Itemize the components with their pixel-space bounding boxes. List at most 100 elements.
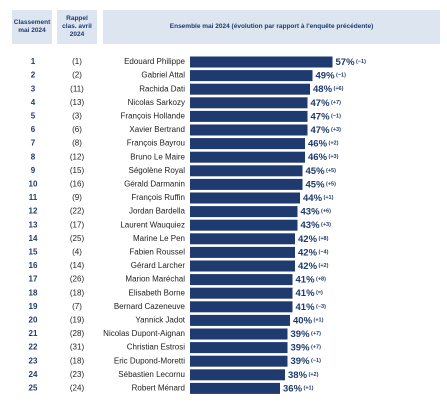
rank: 22 [29, 343, 38, 352]
name: Yannick Jadot [135, 316, 185, 325]
change: (+6) [334, 87, 344, 93]
value: 45% [306, 179, 326, 190]
value-label: 47% (+7) [311, 97, 342, 108]
change: (+8) [316, 277, 326, 283]
value: 49% [316, 70, 336, 81]
bar [190, 219, 298, 231]
name: Jordan Bardella [129, 207, 186, 216]
change: (−1) [356, 59, 366, 65]
previous-rank: (9) [72, 193, 82, 202]
name: Edouard Philippe [124, 57, 185, 66]
change: (+3) [321, 223, 331, 229]
name: Rachida Dati [139, 84, 185, 93]
rank: 9 [31, 166, 36, 175]
previous-rank: (7) [72, 302, 82, 311]
value: 47% [311, 125, 331, 136]
value: 46% [308, 152, 328, 163]
bar [190, 83, 310, 95]
name: Christian Estrosi [127, 343, 185, 352]
value-label: 42% (+2) [298, 261, 329, 272]
rank: 4 [31, 98, 36, 107]
value: 42% [298, 247, 318, 258]
previous-rank: (12) [70, 152, 85, 161]
rank: 14 [29, 234, 38, 243]
rank: 19 [29, 302, 38, 311]
value-label: 48% (+6) [313, 84, 344, 95]
value: 38% [288, 369, 308, 380]
value-label: 45% (+5) [306, 165, 337, 176]
rank: 3 [31, 84, 36, 93]
bar [190, 56, 333, 68]
change: (−1) [336, 73, 346, 79]
bar [190, 151, 305, 163]
name: François Hollande [121, 112, 186, 121]
bar [190, 274, 293, 286]
value: 43% [301, 220, 321, 231]
value: 44% [303, 193, 323, 204]
name: Nicolas Sarkozy [128, 98, 185, 107]
change: (+2) [309, 372, 319, 378]
value-label: 39% (+7) [291, 329, 322, 340]
bar [190, 206, 298, 218]
rank: 21 [29, 329, 38, 338]
value: 36% [283, 383, 303, 394]
value-label: 43% (+6) [301, 206, 332, 217]
value: 41% [296, 274, 316, 285]
value-label: 41% (=) [296, 288, 324, 299]
name: Gérald Darmanin [124, 180, 185, 189]
bar [190, 165, 303, 177]
bar [190, 178, 303, 190]
rank: 10 [29, 180, 38, 189]
value-label: 41% (−3) [296, 301, 327, 312]
bar [190, 260, 295, 272]
name: Gérard Larcher [131, 261, 186, 270]
bar [190, 124, 308, 136]
change: (+6) [321, 209, 331, 215]
value-label: 36% (+1) [283, 383, 314, 394]
value: 47% [311, 111, 331, 122]
bar [190, 382, 280, 394]
value: 48% [313, 84, 333, 95]
value: 39% [291, 342, 311, 353]
value-label: 42% (+8) [298, 233, 329, 244]
rank: 20 [29, 316, 38, 325]
previous-rank: (31) [70, 343, 85, 352]
bar [190, 192, 300, 204]
value-label: 42% (−4) [298, 247, 329, 258]
name: Ségolène Royal [129, 166, 186, 175]
value: 42% [298, 261, 318, 272]
name: François Ruffin [131, 193, 185, 202]
value-label: 57% (−1) [336, 57, 367, 68]
bar [190, 233, 295, 245]
value-label: 49% (−1) [316, 70, 347, 81]
change: (+7) [311, 345, 321, 351]
rank: 17 [29, 275, 38, 284]
rank: 1 [31, 57, 36, 66]
value-label: 47% (+3) [311, 125, 342, 136]
value-label: 44% (+1) [303, 193, 334, 204]
value: 39% [291, 329, 311, 340]
previous-rank: (17) [70, 220, 85, 229]
previous-rank: (14) [70, 261, 85, 270]
previous-rank: (11) [70, 84, 84, 93]
change: (+8) [319, 236, 329, 242]
change: (=) [316, 291, 323, 297]
value: 40% [293, 315, 313, 326]
name: Gabriel Attal [141, 71, 185, 80]
name: Bruno Le Maire [130, 152, 185, 161]
previous-rank: (16) [70, 180, 85, 189]
bar [190, 314, 290, 326]
name: Nicolas Dupont-Aignan [103, 329, 185, 338]
value: 43% [301, 206, 321, 217]
value: 45% [306, 165, 326, 176]
name: Laurent Wauquiez [120, 220, 185, 229]
previous-rank: (18) [70, 356, 85, 365]
name: Eric Dupond-Moretti [114, 356, 185, 365]
rank: 8 [31, 152, 36, 161]
previous-rank: (1) [72, 57, 82, 66]
bar [190, 246, 295, 258]
value-label: 46% (+2) [308, 138, 339, 149]
name: Bernard Cazeneuve [114, 302, 186, 311]
